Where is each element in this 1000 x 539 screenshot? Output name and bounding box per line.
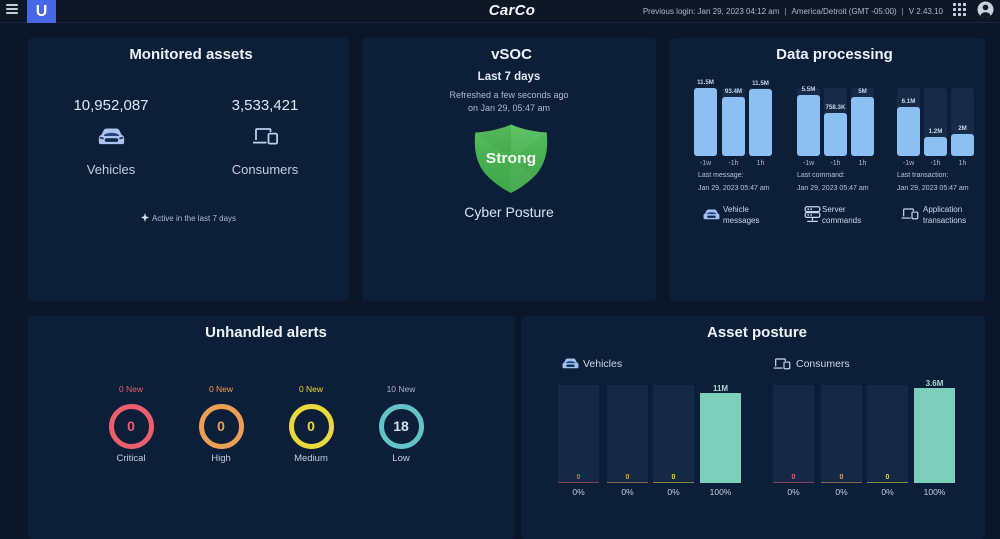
svg-text:Strong: Strong bbox=[485, 151, 535, 167]
